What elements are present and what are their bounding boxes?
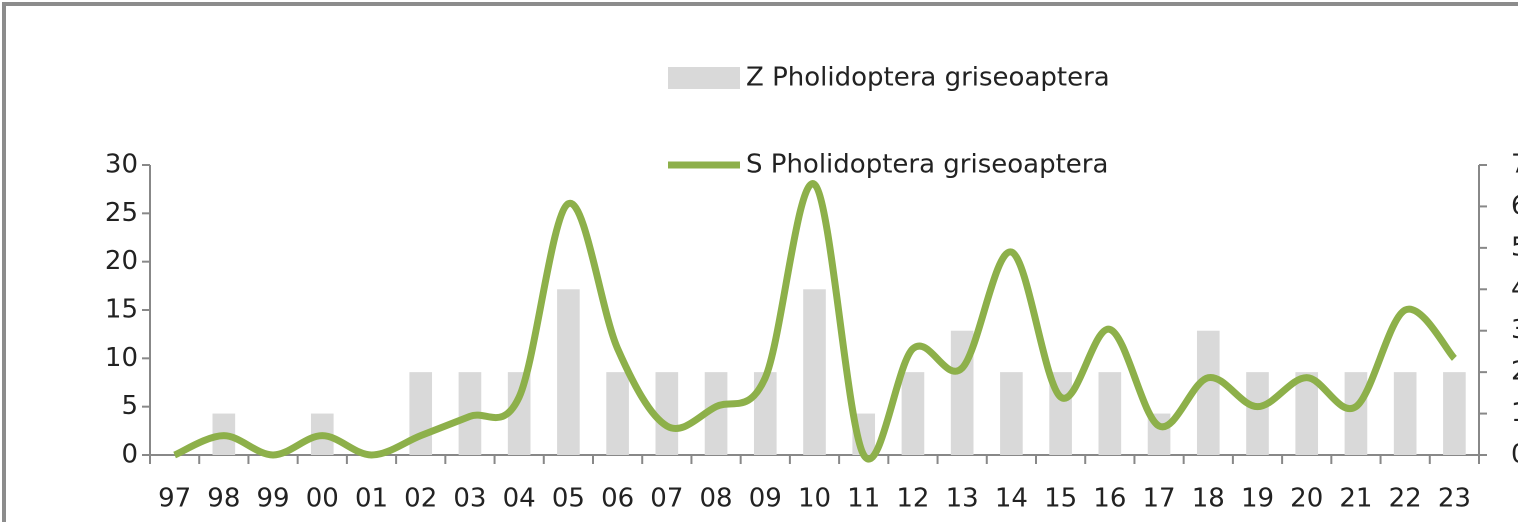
- bar: [606, 372, 629, 455]
- x-tick-label: 02: [404, 484, 437, 514]
- y-tick-label: 30: [105, 150, 138, 180]
- x-tick-label: 03: [453, 484, 486, 514]
- bar: [655, 372, 679, 455]
- x-tick-label: 12: [896, 484, 929, 514]
- x-tick-label: 97: [158, 484, 191, 514]
- x-tick-label: 17: [1143, 484, 1176, 514]
- bar: [507, 372, 531, 455]
- y2-tick-label: 2: [1511, 357, 1518, 387]
- x-tick-label: 20: [1290, 484, 1323, 514]
- legend-label: S Pholidoptera griseoaptera: [746, 150, 1108, 180]
- bar: [1000, 372, 1023, 455]
- line: [173, 180, 1458, 463]
- bar: [901, 372, 925, 455]
- x-tick-label: 04: [503, 484, 536, 514]
- bar: [1443, 372, 1466, 455]
- x-tick-label: 06: [601, 484, 634, 514]
- x-tick-label: 01: [355, 484, 388, 514]
- y2-tick-label: 4: [1511, 274, 1518, 304]
- x-tick-label: 99: [257, 484, 290, 514]
- x-tick-label: 14: [995, 484, 1028, 514]
- bar: [1344, 372, 1368, 455]
- x-tick-label: 07: [650, 484, 683, 514]
- x-tick-label: 00: [306, 484, 339, 514]
- y-tick-label: 5: [121, 391, 138, 421]
- x-tick-label: 19: [1241, 484, 1274, 514]
- y-tick-label: 0: [121, 440, 138, 470]
- x-tick-label: 11: [847, 484, 880, 514]
- y2-tick-label: 6: [1511, 191, 1518, 221]
- y-tick-label: 20: [105, 246, 138, 276]
- x-tick-label: 98: [207, 484, 240, 514]
- bar: [557, 289, 580, 455]
- bar: [1295, 372, 1319, 455]
- x-tick-label: 13: [946, 484, 979, 514]
- x-tick-label: 23: [1438, 484, 1471, 514]
- x-tick-label: 18: [1192, 484, 1225, 514]
- y2-tick-label: 3: [1511, 315, 1518, 345]
- bar: [1098, 372, 1122, 455]
- x-tick-label: 08: [700, 484, 733, 514]
- bar: [704, 372, 728, 455]
- x-tick-label: 21: [1339, 484, 1372, 514]
- bar: [1393, 372, 1417, 455]
- bar: [1196, 330, 1220, 455]
- y2-tick-label: 1: [1511, 398, 1518, 428]
- x-tick-label: 22: [1389, 484, 1422, 514]
- y-tick-label: 25: [105, 198, 138, 228]
- x-tick-label: 15: [1044, 484, 1077, 514]
- legend-swatch: [668, 67, 740, 89]
- y2-tick-label: 7: [1511, 150, 1518, 180]
- y2-tick-label: 0: [1511, 440, 1518, 470]
- x-tick-label: 05: [552, 484, 585, 514]
- x-tick-label: 09: [749, 484, 782, 514]
- bar: [1246, 372, 1269, 455]
- y2-tick-label: 5: [1511, 232, 1518, 262]
- y-tick-label: 10: [105, 343, 138, 373]
- y-tick-label: 15: [105, 295, 138, 325]
- legend-label: Z Pholidoptera griseoaptera: [746, 63, 1110, 93]
- x-tick-label: 10: [798, 484, 831, 514]
- bar: [803, 289, 826, 455]
- x-tick-label: 16: [1093, 484, 1126, 514]
